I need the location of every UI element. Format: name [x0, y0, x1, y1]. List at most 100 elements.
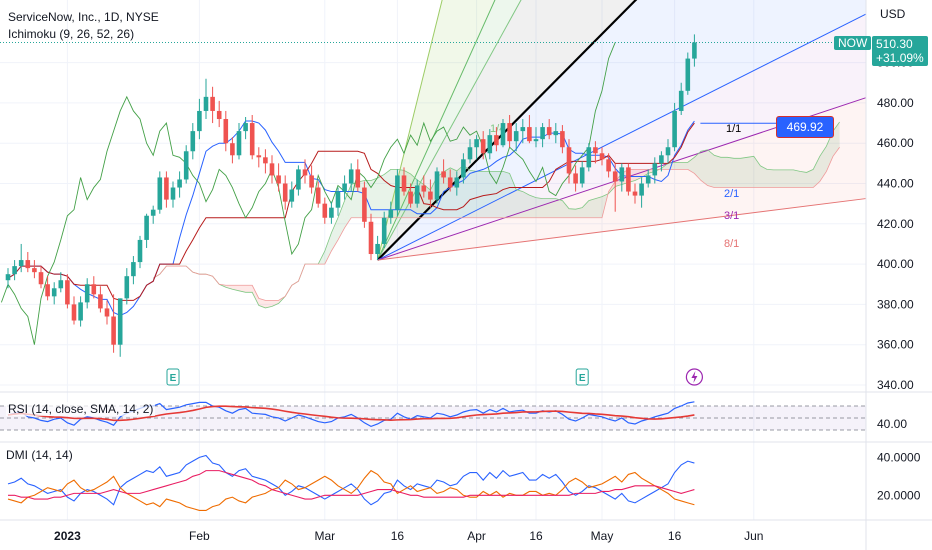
candle-body [434, 171, 440, 200]
candle-body [632, 191, 638, 196]
candle-body [586, 147, 592, 168]
candle-body [348, 169, 354, 184]
cloud-segment [694, 151, 701, 181]
price-tick-label: 420.00 [877, 217, 914, 231]
date-tick-label: 16 [391, 529, 405, 543]
candle-body [322, 203, 328, 218]
ichimoku-legend[interactable]: Ichimoku (9, 26, 52, 26) [8, 27, 135, 41]
price-tick-label: 460.00 [877, 136, 914, 150]
candle-body [203, 96, 209, 111]
cloud-segment [582, 200, 589, 218]
candle-body [560, 131, 565, 148]
candle-body [104, 308, 110, 317]
candle-body [599, 153, 605, 160]
candle-body [533, 139, 539, 142]
candle-body [296, 169, 301, 190]
dmi-line [7, 469, 695, 511]
candle-body [362, 187, 367, 222]
chart-grid [0, 0, 866, 520]
cloud-segment [635, 169, 642, 181]
candle-body [480, 139, 486, 154]
gann-fan: 1/4 1/12/13/18/1 [376, 0, 867, 261]
candle-body [494, 135, 499, 146]
candle-body [150, 209, 156, 216]
currency-label: USD [880, 7, 906, 21]
candle-body [454, 177, 460, 188]
candle-body [309, 175, 314, 188]
candle-body [58, 280, 64, 289]
candle-body [368, 221, 374, 255]
price-tick-label: 440.00 [877, 177, 914, 191]
cloud-segment [258, 298, 266, 308]
cloud-segment [707, 149, 715, 188]
candle-body [685, 58, 691, 91]
cloud-segment [773, 169, 781, 188]
rsi-legend[interactable]: RSI (14, close, SMA, 14, 2) [6, 402, 156, 416]
fan-line [377, 13, 867, 261]
candle-body [645, 175, 651, 184]
candle-body [375, 243, 380, 255]
candle-body [474, 139, 479, 148]
dmi-line [8, 470, 695, 500]
cloud-segment [826, 131, 833, 172]
candle-body [381, 217, 387, 244]
cloud-segment [562, 200, 569, 218]
candle-body [25, 260, 31, 269]
candle-body [137, 239, 143, 263]
candle-body [546, 127, 552, 136]
candle-body [606, 159, 611, 172]
candle-body [249, 123, 255, 156]
candle-body [71, 304, 77, 321]
cloud-segment [476, 171, 484, 218]
candle-body [98, 294, 103, 309]
cloud-segment [503, 171, 510, 218]
ticker-badge: NOW [834, 36, 872, 50]
cloud-segment [806, 169, 814, 188]
candle-body [659, 155, 664, 164]
candle-body [183, 151, 189, 180]
last-price: 510.30 [876, 37, 913, 51]
candle-body [269, 163, 275, 176]
earnings-letter: E [579, 373, 586, 384]
candle-body [665, 147, 671, 156]
candle-body [91, 284, 97, 295]
candle-body [639, 183, 644, 196]
candle-body [388, 209, 394, 218]
cloud-segment [793, 169, 800, 188]
annotation-price-box[interactable]: 469.92 [776, 116, 834, 138]
candle-body [190, 131, 196, 152]
candle-body [282, 183, 288, 202]
candle-body [672, 110, 677, 148]
candle-body [619, 167, 625, 182]
cloud-segment [786, 169, 794, 188]
candle-body [276, 175, 281, 184]
price-tick-label: 340.00 [877, 378, 914, 392]
earnings-letter: E [170, 373, 177, 384]
fan-line [377, 0, 496, 261]
cloud-segment [588, 198, 596, 218]
candle-body [513, 131, 519, 142]
candle-body [527, 127, 532, 142]
date-tick-label: Apr [467, 529, 486, 543]
date-tick-label: 2023 [54, 529, 81, 543]
candle-body [256, 155, 262, 158]
cloud-segment [800, 171, 807, 188]
cloud-segment [509, 173, 517, 218]
cloud-segment [819, 146, 827, 182]
date-tick-label: Jun [744, 529, 763, 543]
dmi-legend[interactable]: DMI (14, 14) [6, 448, 73, 462]
cloud-segment [549, 198, 556, 218]
candle-body [111, 316, 116, 345]
candle-body [421, 185, 427, 192]
candle-body [84, 284, 90, 303]
rsi-ma-line [7, 405, 695, 422]
cloud-segment [734, 158, 741, 188]
candle-body [124, 276, 130, 299]
candle-body [414, 185, 420, 204]
candle-body [223, 119, 229, 144]
cloud-segment [470, 170, 477, 218]
fan-label: 1/1 [726, 123, 741, 135]
